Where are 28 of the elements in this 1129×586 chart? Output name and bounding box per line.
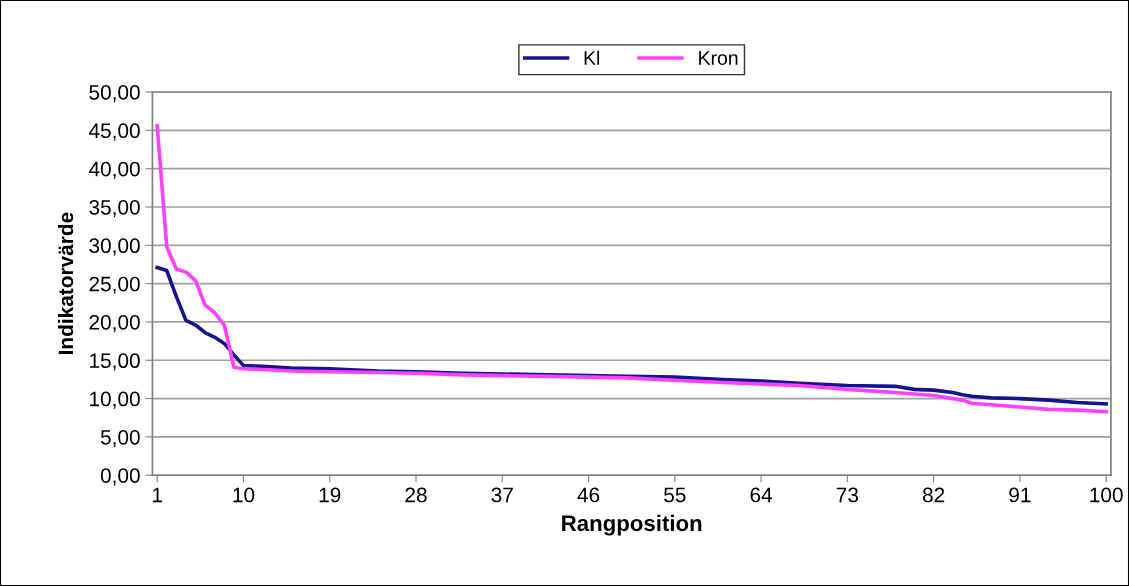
y-axis-title: Indikatorvärde [57, 212, 74, 355]
line-series [155, 123, 1108, 414]
y-tick-label: 10,00 [90, 391, 140, 409]
y-tick-label: 20,00 [89, 314, 140, 333]
y-tick-label: 35,00 [89, 199, 140, 218]
x-tick-label: 100 [1090, 487, 1123, 503]
x-tick-label: 73 [836, 487, 859, 503]
x-tick-label: 19 [319, 487, 341, 503]
x-tick-label: 10 [233, 487, 255, 503]
y-tick-label: 15,00 [90, 353, 140, 371]
x-tick-label: 91 [1009, 487, 1031, 503]
x-tick-label: 64 [750, 487, 773, 503]
y-tick-label: 0,00 [100, 468, 140, 486]
x-axis-title: Rangposition [562, 514, 702, 536]
y-tick-label: 45,00 [88, 123, 140, 141]
x-tick-label: 1 [153, 487, 162, 503]
x-tick-label: 55 [664, 487, 686, 503]
legend-label: Kl [584, 50, 600, 65]
x-tick-label: 46 [577, 487, 600, 503]
y-tick-label: 40,00 [88, 161, 140, 179]
x-tick-label: 37 [491, 487, 513, 503]
x-tick-label: 28 [405, 487, 427, 503]
y-tick-label: 30,00 [89, 238, 140, 256]
y-tick-label: 50,00 [89, 85, 140, 103]
y-tick-label: 5,00 [100, 429, 140, 448]
x-tick-label: 82 [922, 487, 945, 503]
legend-label: Kron [699, 51, 738, 65]
y-tick-label: 25,00 [89, 276, 140, 294]
